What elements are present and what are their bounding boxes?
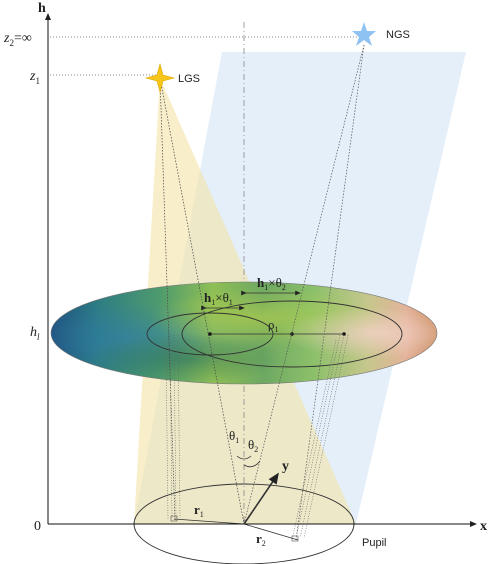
rho1-label: ρ1 xyxy=(268,317,279,334)
ngs-star-icon xyxy=(352,22,376,46)
z2-label: z2=∞ xyxy=(3,31,32,48)
r2-marker xyxy=(291,535,299,542)
h1-theta2-label: h1×θ2 xyxy=(257,275,286,292)
h1-theta1-hsub: 1 xyxy=(211,298,215,307)
pupil-label: Pupil xyxy=(362,537,386,549)
theta1-symbol: θ xyxy=(229,428,235,443)
h1-theta2-hsub: 1 xyxy=(264,283,268,292)
z2-subscript: 2 xyxy=(9,38,14,48)
y-axis-label: y xyxy=(282,459,289,474)
lgs-star-icon xyxy=(144,62,176,94)
h1-theta2-h: h xyxy=(257,275,265,290)
projection-lines xyxy=(165,334,349,541)
r1-label: r1 xyxy=(194,502,204,519)
lgs-label: LGS xyxy=(178,73,200,85)
r2-subscript: 2 xyxy=(262,539,266,548)
z2-value: =∞ xyxy=(14,31,32,46)
theta2-symbol: θ xyxy=(248,437,254,452)
h1-theta1-label: h1×θ1 xyxy=(204,290,233,307)
y-axis xyxy=(243,472,279,525)
r2-vector xyxy=(243,523,299,541)
rho1-subscript: 1 xyxy=(275,325,279,334)
r2-symbol: r xyxy=(256,531,262,546)
theta1-arc xyxy=(236,455,252,460)
origin-label: 0 xyxy=(34,519,41,534)
ngs-footprint xyxy=(181,300,403,368)
theta2-label: θ2 xyxy=(248,437,258,454)
hl-subscript: l xyxy=(37,332,40,342)
h1-theta2-times: ×θ xyxy=(268,275,282,290)
theta1-subscript: 1 xyxy=(235,436,239,445)
x-axis-label: x xyxy=(480,519,487,534)
z2-symbol: z xyxy=(3,31,10,46)
r1-vector xyxy=(173,518,245,525)
rho1-symbol: ρ xyxy=(268,317,275,332)
theta2-arc xyxy=(243,460,261,468)
ngs-rays xyxy=(243,44,365,541)
h1-theta2-tsub: 2 xyxy=(282,283,286,292)
z1-symbol: z xyxy=(29,69,36,84)
theta1-label: θ1 xyxy=(229,428,239,445)
turbulence-layer xyxy=(50,281,438,385)
r1-symbol: r xyxy=(194,502,200,517)
r1-marker xyxy=(170,515,178,522)
h-axis-label: h xyxy=(38,1,46,16)
h1-theta1-h: h xyxy=(204,290,212,305)
h1-theta1-tsub: 1 xyxy=(229,298,233,307)
r2-label: r2 xyxy=(256,531,266,548)
h1-theta1-times: ×θ xyxy=(215,290,229,305)
lgs-rays xyxy=(159,77,245,525)
hl-label: hl xyxy=(30,325,40,342)
r1-subscript: 1 xyxy=(200,510,204,519)
hl-symbol: h xyxy=(30,325,37,340)
ngs-label: NGS xyxy=(386,29,410,41)
z1-label: z1 xyxy=(29,69,40,86)
theta2-subscript: 2 xyxy=(254,445,258,454)
z1-subscript: 1 xyxy=(35,76,40,86)
